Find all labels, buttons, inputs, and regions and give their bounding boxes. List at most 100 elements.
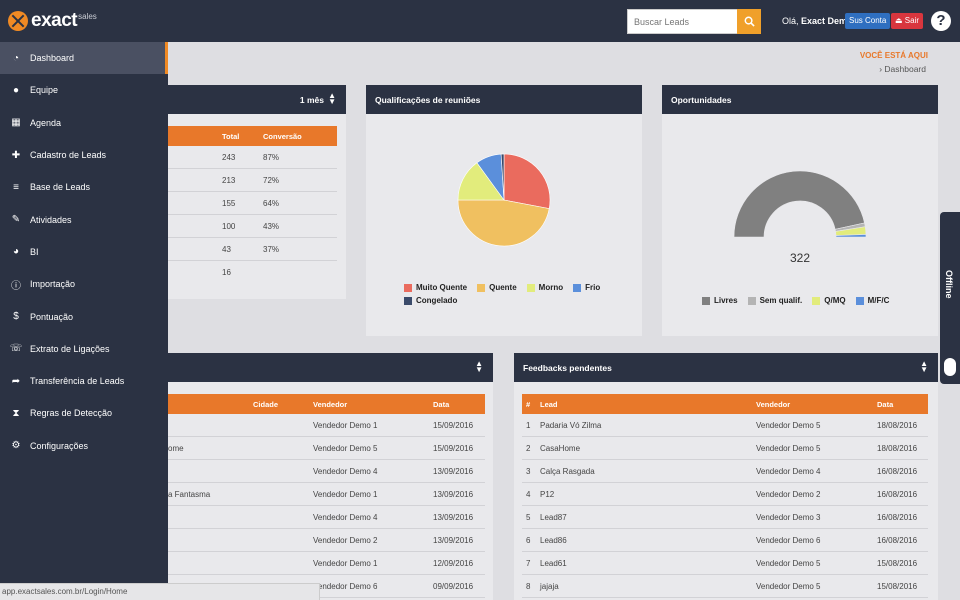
- table-row[interactable]: 43 37%: [168, 238, 337, 261]
- sidebar-item-pontua-o[interactable]: $ Pontuação: [0, 300, 168, 332]
- cell-partial: ome: [168, 444, 184, 453]
- logo-text: exact: [31, 10, 78, 31]
- sidebar-item-agenda[interactable]: ▦ Agenda: [0, 107, 168, 139]
- table-row[interactable]: Vendedor Demo 1 12/09/2016: [168, 552, 485, 575]
- oportunidades-legend-item[interactable]: Q/MQ: [812, 296, 846, 305]
- logo[interactable]: exact sales: [8, 10, 97, 32]
- leads-sort-arrows-icon[interactable]: ▲ ▼: [475, 359, 483, 374]
- sidebar-item-base-de-leads[interactable]: ≡ Base de Leads: [0, 171, 168, 203]
- sidebar-item-bi[interactable]: ◕ BI: [0, 236, 168, 268]
- sidebar-item-transfer-ncia-de-leads[interactable]: ➦ Transferência de Leads: [0, 365, 168, 397]
- table-row[interactable]: ome Vendedor Demo 5 15/09/2016: [168, 437, 485, 460]
- gauge-segment-livres[interactable]: [733, 170, 865, 238]
- cell-conversao: 64%: [263, 199, 280, 208]
- table-row[interactable]: 6 Lead86 Vendedor Demo 6 16/08/2016: [522, 529, 928, 552]
- table-row[interactable]: 16: [168, 261, 337, 284]
- legend-label: Q/MQ: [824, 296, 846, 305]
- table-row[interactable]: 3 Calça Rasgada Vendedor Demo 4 16/08/2016: [522, 460, 928, 483]
- qualificacoes-legend-item[interactable]: Frio: [573, 283, 600, 292]
- col-total[interactable]: Total: [222, 132, 240, 141]
- cell-data: 15/09/2016: [433, 421, 474, 430]
- cell-vendedor: Vendedor Demo 4: [313, 513, 378, 522]
- cell-number: 2: [526, 444, 531, 453]
- pie-slice-congelado[interactable]: [500, 153, 505, 201]
- calendar-icon: ▦: [11, 117, 21, 129]
- sidebar-item-atividades[interactable]: ✎ Atividades: [0, 203, 168, 235]
- col-data[interactable]: Data: [877, 400, 894, 409]
- cell-total: 213: [222, 176, 236, 185]
- qualificacoes-legend-item[interactable]: Congelado: [404, 296, 457, 305]
- sidebar-item-dashboard[interactable]: ◔ Dashboard: [0, 42, 168, 75]
- breadcrumb-current[interactable]: Dashboard: [884, 64, 926, 74]
- table-row[interactable]: Vendedor Demo 4 13/09/2016: [168, 460, 485, 483]
- oportunidades-panel: Oportunidades 322 Livres Sem qualif. Q/MQ M…: [662, 85, 938, 336]
- search-input[interactable]: [627, 9, 737, 34]
- conversion-panel: 1 mês ▲ ▼ Total Conversão 243 87% 213 72% 155…: [168, 85, 346, 299]
- sidebar-item-label: Agenda: [30, 117, 62, 128]
- share-icon: ➦: [11, 375, 21, 387]
- table-row[interactable]: Vendedor Demo 6 09/09/2016: [168, 575, 485, 598]
- gauge-segment-m-f-c[interactable]: [835, 234, 867, 238]
- table-row[interactable]: 155 64%: [168, 192, 337, 215]
- chat-status-label[interactable]: Offline: [944, 270, 954, 299]
- qualificacoes-legend-item[interactable]: Quente: [477, 283, 517, 292]
- sidebar-item-regras-de-detec-o[interactable]: ⧗ Regras de Detecção: [0, 397, 168, 429]
- legend-swatch: [477, 283, 486, 292]
- table-row[interactable]: 8 jajaja Vendedor Demo 5 15/08/2016: [522, 575, 928, 598]
- cell-data: 12/09/2016: [433, 559, 474, 568]
- col-conversao[interactable]: Conversão: [263, 132, 302, 141]
- cell-conversao: 72%: [263, 176, 280, 185]
- oportunidades-legend-item[interactable]: Sem qualif.: [747, 296, 802, 305]
- table-row[interactable]: 5 Lead87 Vendedor Demo 3 16/08/2016: [522, 506, 928, 529]
- logout-button[interactable]: ⏏ Sair: [891, 13, 924, 29]
- pie-slice-muito-quente[interactable]: [503, 153, 551, 209]
- oportunidades-legend-item[interactable]: M/F/C: [855, 296, 890, 305]
- qualificacoes-legend-item[interactable]: Muito Quente: [404, 283, 467, 292]
- feedbacks-sort-arrows-icon[interactable]: ▲ ▼: [920, 359, 928, 374]
- search-button[interactable]: [737, 9, 761, 34]
- cell-vendedor: Vendedor Demo 1: [313, 421, 378, 430]
- table-row[interactable]: 243 87%: [168, 146, 337, 169]
- col-cidade[interactable]: Cidade: [253, 400, 279, 409]
- pie-slice-quente[interactable]: [457, 199, 550, 247]
- chat-toggle-knob[interactable]: [944, 358, 956, 376]
- cell-conversao: 87%: [263, 153, 280, 162]
- col-vendedor[interactable]: Vendedor: [313, 400, 348, 409]
- table-row[interactable]: 213 72%: [168, 169, 337, 192]
- col-lead[interactable]: Lead: [540, 400, 558, 409]
- breadcrumb-label: VOCÊ ESTÁ AQUI: [859, 51, 928, 60]
- sidebar-item-label: Importação: [30, 279, 76, 290]
- col-data[interactable]: Data: [433, 400, 450, 409]
- period-arrows-icon[interactable]: ▲ ▼: [328, 91, 336, 106]
- table-row[interactable]: 2 CasaHome Vendedor Demo 5 18/08/2016: [522, 437, 928, 460]
- table-row[interactable]: 1 Padaria Vó Zilma Vendedor Demo 5 18/08/20…: [522, 414, 928, 437]
- table-row[interactable]: Vendedor Demo 2 13/09/2016: [168, 529, 485, 552]
- period-select[interactable]: 1 mês: [299, 95, 324, 105]
- account-button[interactable]: Sus Conta: [845, 13, 891, 29]
- sidebar-item-configura-es[interactable]: ⚙ Configurações: [0, 430, 168, 462]
- sidebar-item-extrato-de-liga-es[interactable]: ☏ Extrato de Ligações: [0, 333, 168, 365]
- cell-data: 15/09/2016: [433, 444, 474, 453]
- sidebar-item-cadastro-de-leads[interactable]: ✚ Cadastro de Leads: [0, 139, 168, 171]
- chat-tab[interactable]: [940, 212, 960, 384]
- table-row[interactable]: Vendedor Demo 1 15/09/2016: [168, 414, 485, 437]
- oportunidades-legend-item[interactable]: Livres: [702, 296, 738, 305]
- qualificacoes-legend-item[interactable]: Morno: [526, 283, 563, 292]
- help-button[interactable]: ?: [931, 11, 951, 31]
- table-row[interactable]: 4 P12 Vendedor Demo 2 16/08/2016: [522, 483, 928, 506]
- table-row[interactable]: 7 Lead61 Vendedor Demo 5 15/08/2016: [522, 552, 928, 575]
- logo-mark-icon: [8, 11, 28, 31]
- col-number[interactable]: #: [526, 400, 531, 409]
- sidebar-item-equipe[interactable]: ● Equipe: [0, 74, 168, 106]
- col-vendedor[interactable]: Vendedor: [756, 400, 791, 409]
- cell-partial: a Fantasma: [168, 490, 211, 499]
- table-row[interactable]: Vendedor Demo 4 13/09/2016: [168, 506, 485, 529]
- feedbacks-title: Feedbacks pendentes: [523, 362, 612, 373]
- table-row[interactable]: a Fantasma Vendedor Demo 1 13/09/2016: [168, 483, 485, 506]
- sidebar-item-importa-o[interactable]: ⓘ Importação: [0, 268, 168, 300]
- legend-label: M/F/C: [867, 296, 890, 305]
- table-row[interactable]: 100 43%: [168, 215, 337, 238]
- cell-lead: Padaria Vó Zilma: [540, 421, 602, 430]
- cell-total: 43: [222, 245, 231, 254]
- legend-swatch: [404, 296, 412, 305]
